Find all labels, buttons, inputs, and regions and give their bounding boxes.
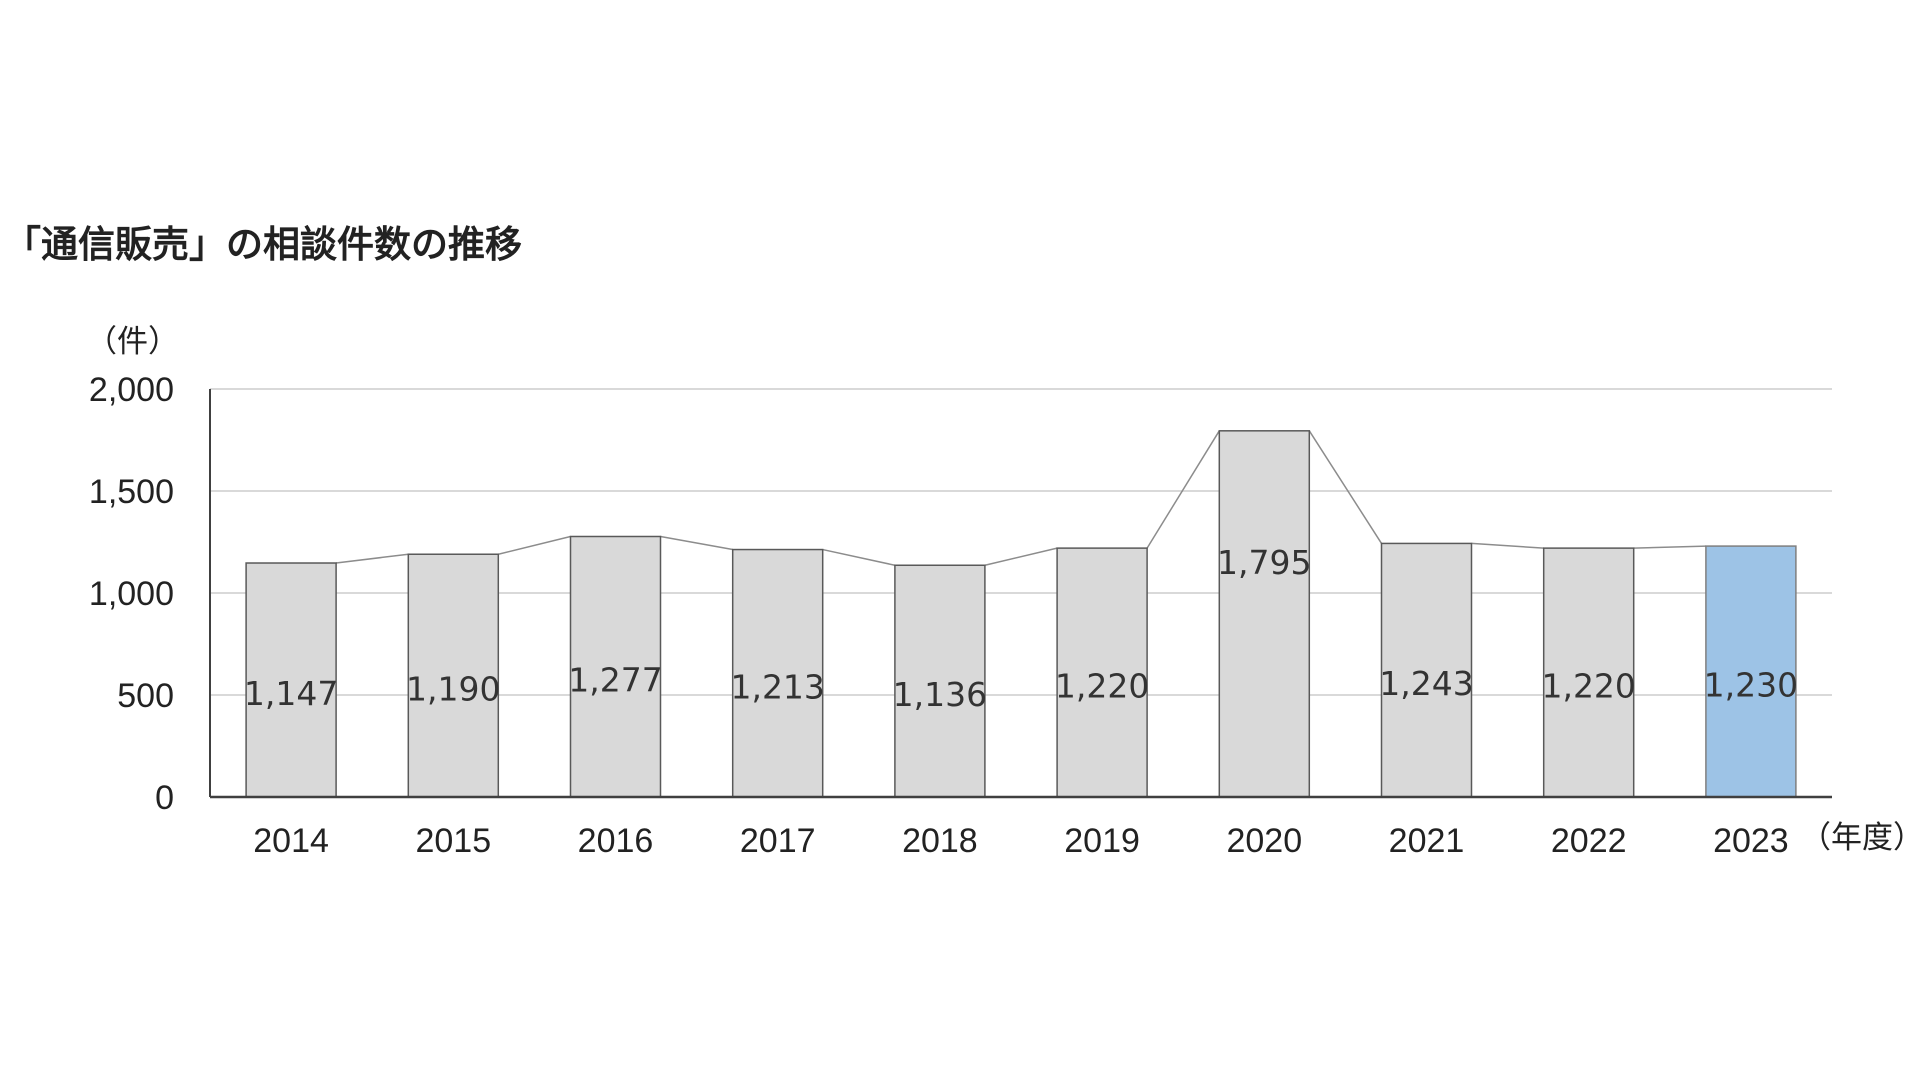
- data-label-2021: 1,243: [1379, 664, 1473, 703]
- bar-2019: [1056, 547, 1148, 798]
- axes: 0 500 1,000 1,500 2,000 （件） 2014 2015 2016 2017 20…: [86, 324, 1920, 860]
- y-tick-label: 1,500: [89, 473, 174, 511]
- connector-line: [984, 547, 1058, 566]
- x-axis-unit-label: （年度）: [1800, 820, 1920, 856]
- y-tick-label: 0: [155, 779, 174, 817]
- y-tick-label: 500: [117, 677, 174, 715]
- bar-2018: [894, 564, 986, 798]
- bar-2023: [1705, 545, 1797, 798]
- x-tick-label-2022: 2022: [1551, 822, 1627, 860]
- data-label-2018: 1,136: [893, 675, 987, 714]
- x-tick-label-2021: 2021: [1389, 822, 1465, 860]
- data-label-2016: 1,277: [568, 661, 662, 700]
- bar-2021: [1380, 542, 1473, 798]
- x-tick-label-2016: 2016: [578, 822, 654, 860]
- x-tick-label-2018: 2018: [902, 822, 978, 860]
- bar-2022: [1542, 547, 1635, 798]
- connector-line: [336, 553, 409, 564]
- y-tick-label: 2,000: [89, 371, 174, 409]
- connector-line: [498, 535, 571, 555]
- data-label-2019: 1,220: [1055, 667, 1149, 706]
- x-tick-label-2014: 2014: [253, 822, 329, 860]
- connector-lines: [336, 430, 1706, 566]
- data-label-2023: 1,230: [1704, 666, 1798, 705]
- data-label-2022: 1,220: [1541, 667, 1635, 706]
- connector-line: [1308, 430, 1383, 544]
- data-label-2014: 1,147: [244, 674, 338, 713]
- x-tick-label-2023: 2023: [1713, 822, 1789, 860]
- connector-line: [1633, 545, 1706, 549]
- data-labels: 1,147 1,190 1,277 1,213 1,136 1,220 1,795 1,243…: [244, 543, 1798, 714]
- x-tick-label-2015: 2015: [415, 822, 491, 860]
- y-tick-label: 1,000: [89, 575, 174, 613]
- bar-2016: [569, 535, 662, 798]
- connector-line: [1146, 430, 1220, 549]
- x-tick-label-2017: 2017: [740, 822, 816, 860]
- connector-line: [660, 535, 733, 551]
- chart-title: 「通信販売」の相談件数の推移: [4, 223, 522, 266]
- x-tick-label-2020: 2020: [1226, 822, 1302, 860]
- bars: [245, 430, 1797, 798]
- connector-line: [1471, 542, 1544, 549]
- bar-2020: [1218, 430, 1311, 798]
- data-label-2020: 1,795: [1217, 543, 1311, 582]
- bar-2015: [407, 553, 500, 798]
- x-tick-label-2019: 2019: [1064, 822, 1140, 860]
- data-label-2017: 1,213: [730, 667, 824, 706]
- connector-line: [822, 548, 896, 566]
- bar-2017: [731, 548, 824, 798]
- y-axis-unit-label: （件）: [86, 324, 179, 360]
- data-label-2015: 1,190: [406, 670, 500, 709]
